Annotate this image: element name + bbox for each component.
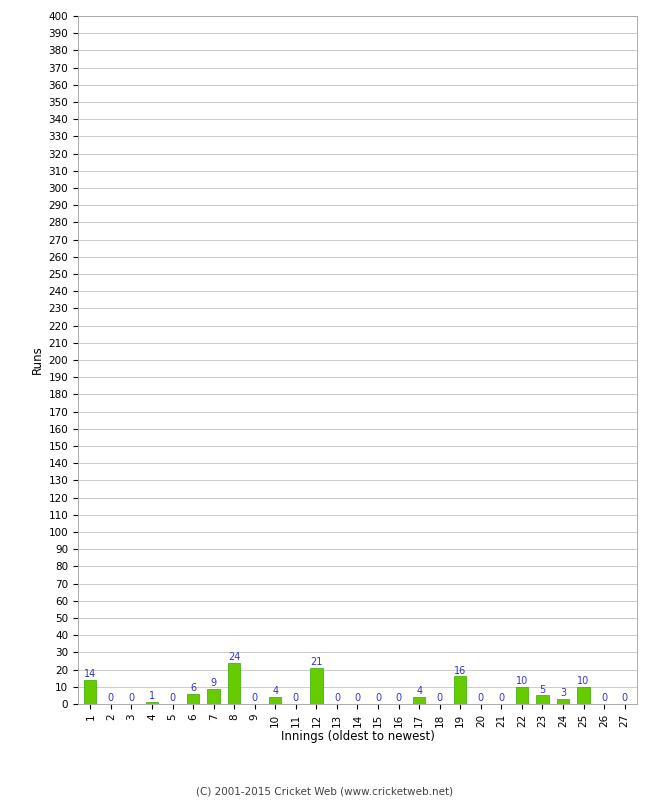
Bar bbox=[228, 662, 240, 704]
Text: 4: 4 bbox=[416, 686, 422, 696]
Text: 6: 6 bbox=[190, 683, 196, 693]
Text: 0: 0 bbox=[601, 693, 607, 703]
Text: 5: 5 bbox=[540, 685, 545, 694]
Text: 0: 0 bbox=[478, 693, 484, 703]
Bar bbox=[187, 694, 200, 704]
Bar bbox=[557, 699, 569, 704]
Text: 0: 0 bbox=[170, 693, 176, 703]
Text: 0: 0 bbox=[334, 693, 340, 703]
X-axis label: Innings (oldest to newest): Innings (oldest to newest) bbox=[281, 730, 434, 742]
Text: 0: 0 bbox=[621, 693, 628, 703]
Bar bbox=[536, 695, 549, 704]
Bar bbox=[310, 668, 322, 704]
Text: 21: 21 bbox=[310, 657, 322, 667]
Text: 0: 0 bbox=[437, 693, 443, 703]
Text: 0: 0 bbox=[292, 693, 299, 703]
Text: 24: 24 bbox=[228, 652, 240, 662]
Text: 0: 0 bbox=[108, 693, 114, 703]
Bar bbox=[269, 697, 281, 704]
Bar bbox=[84, 680, 96, 704]
Text: 0: 0 bbox=[128, 693, 135, 703]
Bar bbox=[454, 677, 467, 704]
Text: 9: 9 bbox=[211, 678, 216, 688]
Bar bbox=[413, 697, 425, 704]
Bar bbox=[207, 689, 220, 704]
Text: 10: 10 bbox=[577, 676, 590, 686]
Bar bbox=[515, 686, 528, 704]
Text: 0: 0 bbox=[396, 693, 402, 703]
Y-axis label: Runs: Runs bbox=[31, 346, 44, 374]
Bar bbox=[577, 686, 590, 704]
Text: 10: 10 bbox=[516, 676, 528, 686]
Bar bbox=[146, 702, 158, 704]
Text: 0: 0 bbox=[375, 693, 381, 703]
Text: 0: 0 bbox=[252, 693, 258, 703]
Text: 3: 3 bbox=[560, 688, 566, 698]
Text: 0: 0 bbox=[499, 693, 504, 703]
Text: 0: 0 bbox=[354, 693, 361, 703]
Text: 4: 4 bbox=[272, 686, 278, 696]
Text: 14: 14 bbox=[84, 669, 96, 679]
Text: 1: 1 bbox=[149, 691, 155, 702]
Text: (C) 2001-2015 Cricket Web (www.cricketweb.net): (C) 2001-2015 Cricket Web (www.cricketwe… bbox=[196, 786, 454, 796]
Text: 16: 16 bbox=[454, 666, 467, 676]
